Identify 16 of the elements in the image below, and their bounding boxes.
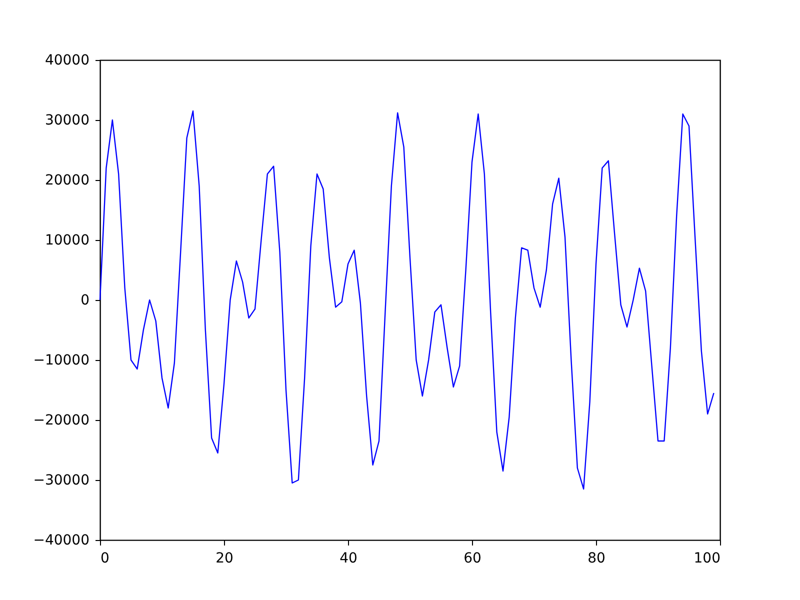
x-tick-label: 80 bbox=[588, 550, 606, 566]
x-tick-label: 100 bbox=[694, 550, 720, 566]
x-tick-label: 20 bbox=[216, 550, 234, 566]
x-tick-label: 40 bbox=[340, 550, 358, 566]
y-tick-label: 10000 bbox=[44, 232, 90, 248]
y-tick-label: −20000 bbox=[33, 412, 90, 428]
y-tick-label: −30000 bbox=[33, 472, 90, 488]
y-tick-label: 0 bbox=[80, 292, 90, 308]
y-tick-label: 20000 bbox=[44, 172, 90, 188]
y-tick-label: 30000 bbox=[44, 112, 90, 128]
x-tick-label: 60 bbox=[464, 550, 482, 566]
y-tick-label: −40000 bbox=[33, 532, 90, 548]
line-series bbox=[99, 110, 714, 490]
y-tick-label: 40000 bbox=[44, 52, 90, 68]
x-tick-label: 0 bbox=[100, 550, 110, 566]
y-tick-label: −10000 bbox=[33, 352, 90, 368]
